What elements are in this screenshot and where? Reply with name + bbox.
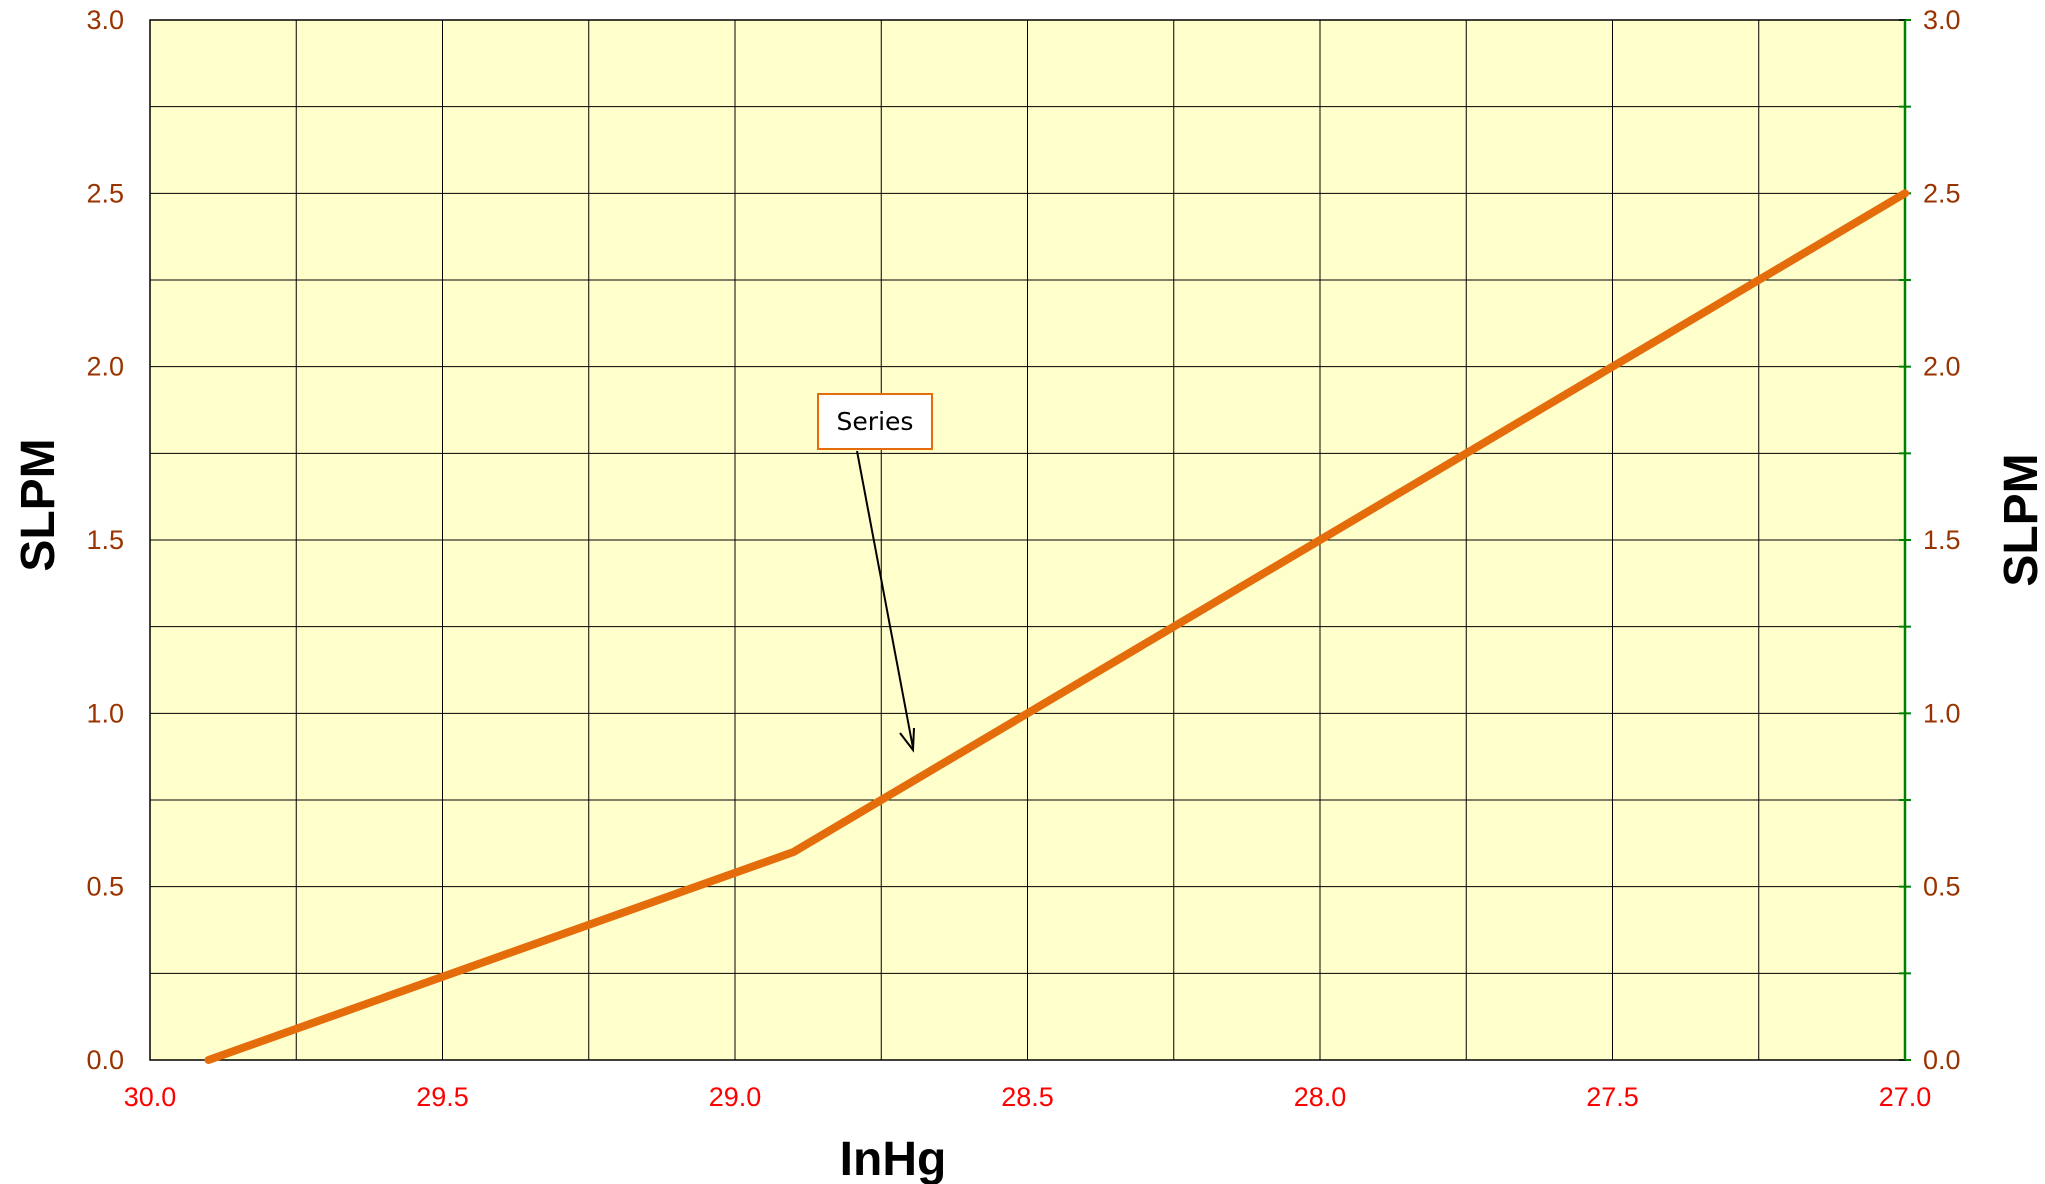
y-tick-label: 1.0 [86, 698, 124, 728]
annotation-arrow-head [899, 727, 915, 753]
x-axis-title: InHg [840, 1133, 947, 1184]
x-tick-label: 28.5 [1001, 1082, 1054, 1112]
tick-labels: 0.0 0.0 0.5 0.5 1.0 1.0 1.5 1.5 2.0 2.0 2.5 2.5 3.0 3… [86, 5, 1960, 1112]
y-tick-label: 1.5 [86, 525, 124, 555]
y-tick-label: 2.5 [86, 178, 124, 208]
x-tick-label: 29.5 [416, 1082, 469, 1112]
y-tick-label: 3.0 [86, 5, 124, 35]
series-line [204, 189, 1909, 1064]
annotation: Series [817, 393, 933, 753]
annotation-arrow [856, 450, 914, 749]
y2-axis-title: SLPM [1995, 453, 2045, 586]
y-axis-title: SLPM [12, 438, 65, 571]
x-tick-label: 28.0 [1294, 1082, 1347, 1112]
y-tick-label: 0.5 [86, 872, 124, 902]
y-tick-label: 2.0 [86, 352, 124, 382]
series [204, 189, 1909, 1064]
y2-tick-label: 2.5 [1923, 178, 1961, 208]
y2-tick-label: 1.0 [1923, 698, 1961, 728]
y-tick-label: 0.0 [86, 1045, 124, 1075]
y2-tick-label: 0.0 [1923, 1045, 1961, 1075]
annotation-label: Series [837, 407, 914, 436]
y2-tick-label: 2.0 [1923, 352, 1961, 382]
y2-tick-label: 1.5 [1923, 525, 1961, 555]
y2-tick-label: 3.0 [1923, 5, 1961, 35]
x-tick-label: 27.0 [1879, 1082, 1932, 1112]
annotation-box [817, 393, 933, 450]
x-tick-label: 30.0 [124, 1082, 177, 1112]
x-tick-label: 27.5 [1586, 1082, 1639, 1112]
y2-tick-label: 0.5 [1923, 872, 1961, 902]
x-tick-label: 29.0 [709, 1082, 762, 1112]
